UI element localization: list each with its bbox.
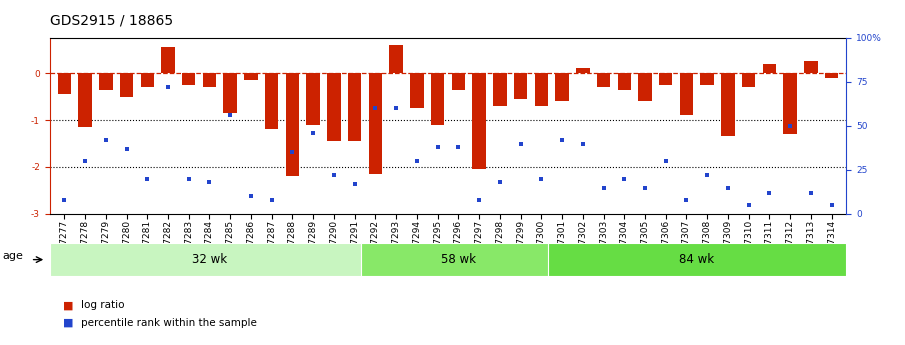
Bar xyxy=(514,73,528,99)
Point xyxy=(638,185,653,190)
Text: 32 wk: 32 wk xyxy=(192,253,227,266)
Point xyxy=(720,185,735,190)
Point xyxy=(576,141,590,146)
Point xyxy=(389,106,404,111)
Bar xyxy=(638,73,652,101)
Bar xyxy=(286,73,300,176)
Point xyxy=(182,176,196,181)
Text: log ratio: log ratio xyxy=(81,300,125,310)
Point xyxy=(285,150,300,155)
Bar xyxy=(140,73,154,87)
Bar xyxy=(535,73,548,106)
Bar xyxy=(805,61,817,73)
Point xyxy=(513,141,528,146)
Bar xyxy=(265,73,279,129)
Point xyxy=(57,197,71,203)
Point xyxy=(99,137,113,143)
Point xyxy=(451,144,465,150)
Bar xyxy=(50,243,369,276)
Point xyxy=(617,176,632,181)
Point xyxy=(680,197,694,203)
Point xyxy=(410,158,424,164)
Bar xyxy=(368,73,382,174)
Bar xyxy=(721,73,735,137)
Point xyxy=(492,179,507,185)
Bar xyxy=(58,73,71,94)
Bar xyxy=(389,45,403,73)
Point xyxy=(78,158,92,164)
Bar xyxy=(328,73,340,141)
Point xyxy=(762,190,776,196)
Bar xyxy=(548,243,846,276)
Point xyxy=(264,197,279,203)
Point xyxy=(741,202,756,208)
Bar xyxy=(493,73,507,106)
Bar xyxy=(617,73,631,90)
Bar xyxy=(784,73,797,134)
Text: GDS2915 / 18865: GDS2915 / 18865 xyxy=(50,14,173,28)
Bar xyxy=(700,73,714,85)
Point xyxy=(824,202,839,208)
Bar xyxy=(596,73,610,87)
Bar xyxy=(452,73,465,90)
Point xyxy=(431,144,445,150)
Point xyxy=(243,194,258,199)
Bar xyxy=(472,73,486,169)
Point xyxy=(348,181,362,187)
Text: 84 wk: 84 wk xyxy=(680,253,714,266)
Bar xyxy=(161,47,175,73)
Point xyxy=(804,190,818,196)
Text: 58 wk: 58 wk xyxy=(441,253,476,266)
Bar xyxy=(680,73,693,115)
Bar xyxy=(203,73,216,87)
Point xyxy=(783,123,797,129)
Bar xyxy=(825,73,838,78)
Bar xyxy=(99,73,112,90)
Bar xyxy=(361,243,556,276)
Point xyxy=(161,85,176,90)
Bar xyxy=(244,73,258,80)
Bar xyxy=(659,73,672,85)
Bar xyxy=(79,73,91,127)
Point xyxy=(555,137,569,143)
Bar xyxy=(763,64,776,73)
Point xyxy=(140,176,155,181)
Bar xyxy=(119,73,133,97)
Point xyxy=(472,197,486,203)
Point xyxy=(534,176,548,181)
Point xyxy=(368,106,383,111)
Text: percentile rank within the sample: percentile rank within the sample xyxy=(81,318,257,327)
Bar xyxy=(224,73,237,113)
Point xyxy=(306,130,320,136)
Bar xyxy=(742,73,756,87)
Bar xyxy=(307,73,319,125)
Point xyxy=(659,158,673,164)
Point xyxy=(700,172,714,178)
Point xyxy=(223,112,237,118)
Bar xyxy=(431,73,444,125)
Point xyxy=(119,146,134,151)
Text: ■: ■ xyxy=(63,300,74,310)
Bar xyxy=(348,73,361,141)
Bar xyxy=(182,73,195,85)
Bar xyxy=(410,73,424,108)
Text: ■: ■ xyxy=(63,318,74,327)
Point xyxy=(202,179,216,185)
Bar xyxy=(556,73,568,101)
Bar xyxy=(576,68,589,73)
Point xyxy=(596,185,611,190)
Point xyxy=(327,172,341,178)
Text: age: age xyxy=(3,251,24,261)
